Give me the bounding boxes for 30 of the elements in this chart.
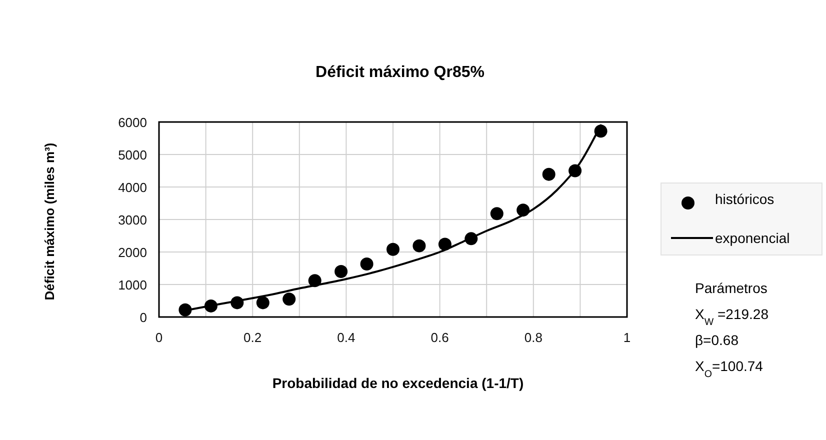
y-tick-label: 5000 bbox=[118, 148, 147, 162]
x-tick-label: 0.2 bbox=[244, 330, 262, 345]
point bbox=[360, 258, 374, 271]
text: Parámetros bbox=[695, 280, 768, 296]
text: X$_{O}$=100.74 bbox=[695, 358, 764, 380]
y-tick-label: 4000 bbox=[118, 180, 147, 195]
x-axis-title: Probabilidad de no excedencia (1-1/T) bbox=[272, 375, 524, 391]
x-tick-label: 1 bbox=[623, 330, 631, 345]
x-tick-label: 0 bbox=[155, 330, 163, 345]
point bbox=[490, 207, 504, 220]
point bbox=[256, 296, 270, 310]
text: β=0.68 bbox=[695, 332, 739, 348]
y-tick-label: 2000 bbox=[118, 245, 147, 260]
point bbox=[412, 239, 426, 252]
point bbox=[386, 242, 400, 256]
legend-label: exponencial bbox=[715, 230, 790, 246]
legend-label: históricos bbox=[715, 191, 774, 207]
chart-title: Déficit máximo Qr85% bbox=[316, 64, 484, 81]
point bbox=[542, 168, 556, 181]
y-tick-label: 1000 bbox=[118, 278, 147, 292]
x-tick-label: 0.6 bbox=[430, 330, 449, 345]
point bbox=[282, 292, 296, 306]
y-tick-label: 6000 bbox=[118, 115, 147, 130]
x-tick-label: 0.8 bbox=[524, 330, 542, 345]
point bbox=[334, 265, 348, 278]
text: X$_{W}$ =219.28 bbox=[695, 306, 769, 328]
x-tick-label: 0.4 bbox=[337, 330, 356, 345]
y-tick-label: 0 bbox=[140, 310, 147, 325]
y-tick-label: 3000 bbox=[118, 212, 147, 228]
y-axis-title: Déficit máximo (miles m³) bbox=[42, 142, 57, 300]
